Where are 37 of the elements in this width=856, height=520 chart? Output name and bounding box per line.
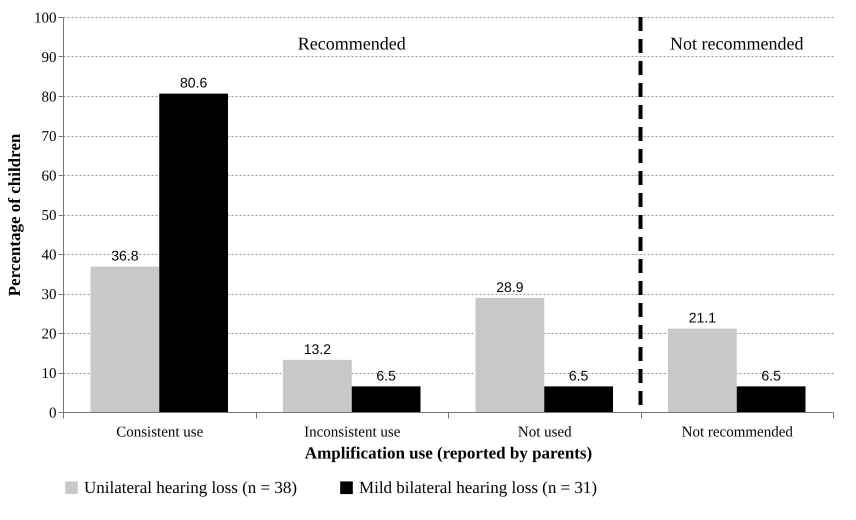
- y-tick-label: 90: [42, 50, 56, 66]
- bar: [159, 94, 228, 412]
- data-label: 6.5: [761, 367, 782, 384]
- y-tick-label: 0: [49, 406, 56, 422]
- x-axis-title: Amplification use (reported by parents): [304, 444, 592, 462]
- y-tick-label: 50: [42, 208, 56, 224]
- y-tick-label: 10: [42, 366, 56, 382]
- legend-label: Unilateral hearing loss (n = 38): [84, 478, 298, 497]
- annotation: Recommended: [298, 34, 406, 54]
- x-tick-label: Not used: [518, 424, 572, 440]
- bar: [283, 360, 352, 412]
- bar: [476, 298, 544, 412]
- x-tick-label: Consistent use: [116, 424, 204, 440]
- y-tick-label: 80: [42, 90, 56, 106]
- bar: [352, 386, 420, 412]
- data-label: 36.8: [111, 248, 139, 264]
- y-tick-label: 60: [42, 168, 56, 184]
- bar: [90, 266, 160, 412]
- data-label: 13.2: [304, 340, 332, 357]
- y-tick-label: 20: [42, 326, 56, 342]
- data-label: 6.5: [568, 367, 589, 384]
- bar: [736, 386, 806, 412]
- y-tick-label: 70: [42, 129, 56, 145]
- data-label: 21.1: [688, 310, 716, 326]
- y-tick-label: 100: [34, 10, 56, 26]
- y-tick-label: 30: [42, 287, 56, 303]
- bar: [668, 328, 737, 412]
- data-label: 28.9: [496, 278, 524, 295]
- annotation: Not recommended: [670, 34, 804, 54]
- y-axis-title: Percentage of children: [5, 133, 24, 296]
- bar: [544, 386, 613, 412]
- legend-label: Mild bilateral hearing loss (n = 31): [359, 478, 598, 497]
- data-label: 80.6: [180, 74, 208, 91]
- data-label: 6.5: [376, 367, 396, 384]
- y-tick-label: 40: [42, 248, 56, 264]
- x-tick-label: Inconsistent use: [304, 424, 401, 440]
- x-tick-label: Not recommended: [682, 424, 794, 440]
